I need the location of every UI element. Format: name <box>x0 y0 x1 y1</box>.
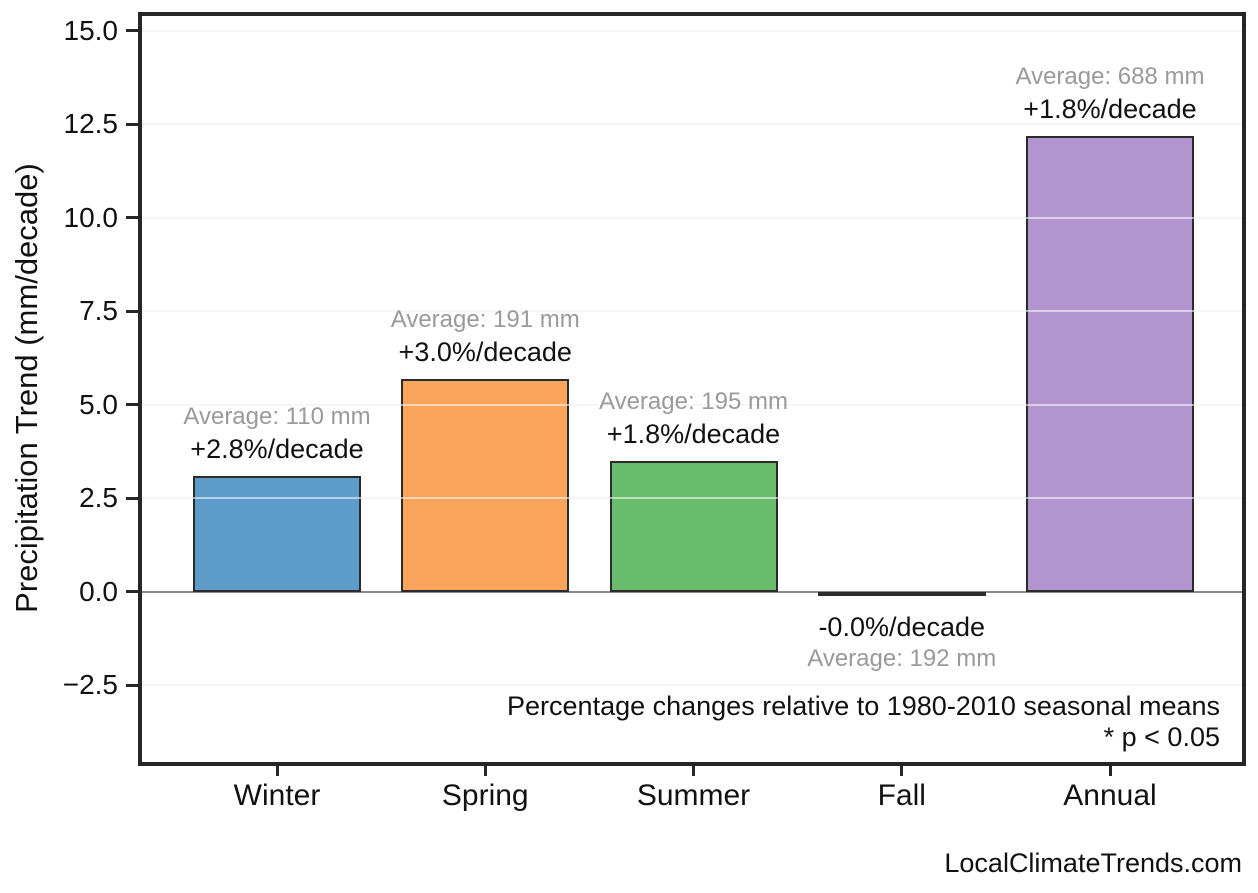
overgrid-2-5 <box>142 497 1242 500</box>
y-tick-7-5 <box>126 309 140 313</box>
y-tick-label-0-0: 0.0 <box>79 575 118 607</box>
overgrid-10 <box>142 216 1242 219</box>
bar-fall <box>817 591 986 596</box>
annotation-trend-annual: +1.8%/decade <box>1023 93 1197 124</box>
annotation-trend-fall: -0.0%/decade <box>818 611 986 642</box>
y-tick-15 <box>126 29 140 33</box>
annotation-trend-winter: +2.8%/decade <box>190 433 364 464</box>
x-tick-winter <box>275 766 279 776</box>
annotation-average-fall: Average: 192 mm <box>807 644 997 672</box>
footnote-percentage-basis: Percentage changes relative to 1980-2010… <box>507 691 1220 721</box>
annotation-average-spring: Average: 191 mm <box>390 305 580 333</box>
y-tick-label-2-5: 2.5 <box>79 482 118 514</box>
x-tick-label-fall: Fall <box>877 779 926 812</box>
overgrid-15 <box>142 29 1242 32</box>
annotation-average-summer: Average: 195 mm <box>599 387 788 415</box>
bar-annual <box>1026 135 1194 592</box>
plot-area: Average: 110 mm +2.8%/decade Average: 191 … <box>138 12 1246 766</box>
y-tick-label--2-5: −2.5 <box>62 669 118 701</box>
x-tick-spring <box>483 766 487 776</box>
x-tick-annual <box>1108 766 1112 776</box>
footnote-significance: * p < 0.05 <box>1103 722 1220 752</box>
y-tick-0 <box>126 590 140 594</box>
overgrid-7-5 <box>142 310 1242 313</box>
y-tick-label-10-0: 10.0 <box>63 201 119 233</box>
y-tick-2-5 <box>126 496 140 500</box>
x-tick-label-summer: Summer <box>636 779 751 812</box>
annotation-summer: Average: 195 mm +1.8%/decade <box>599 387 788 451</box>
zero-baseline <box>142 590 1242 593</box>
bar-spring <box>401 378 570 592</box>
annotation-trend-summer: +1.8%/decade <box>606 418 781 449</box>
y-tick-label-5-0: 5.0 <box>79 388 118 420</box>
y-tick-12-5 <box>126 122 140 126</box>
overgrid-5 <box>142 403 1242 406</box>
annotation-average-winter: Average: 110 mm <box>183 402 371 430</box>
x-tick-label-winter: Winter <box>233 779 321 812</box>
annotation-fall: -0.0%/decade Average: 192 mm <box>807 610 996 674</box>
annotation-average-annual: Average: 688 mm <box>1015 62 1205 90</box>
x-tick-summer <box>692 766 695 776</box>
x-tick-fall <box>900 766 904 776</box>
x-tick-label-annual: Annual <box>1063 779 1157 812</box>
y-tick-10 <box>126 216 140 220</box>
y-tick--2-5 <box>126 683 140 687</box>
annotation-trend-spring: +3.0%/decade <box>398 336 572 367</box>
bar-summer <box>609 460 778 592</box>
y-tick-label-12-5: 12.5 <box>63 108 119 140</box>
annotation-annual: Average: 688 mm +1.8%/decade <box>1016 62 1205 126</box>
annotation-spring: Average: 191 mm +3.0%/decade <box>391 305 580 369</box>
overgrid--2-5 <box>142 684 1242 687</box>
y-tick-label-7-5: 7.5 <box>79 295 118 327</box>
annotation-winter: Average: 110 mm +2.8%/decade <box>183 402 370 466</box>
x-tick-label-spring: Spring <box>441 779 529 812</box>
y-tick-label-15-0: 15.0 <box>63 14 119 46</box>
watermark-text: LocalClimateTrends.com <box>944 848 1242 878</box>
overgrid-12-5 <box>142 123 1242 126</box>
y-tick-5 <box>126 403 140 407</box>
bar-winter <box>193 475 361 592</box>
